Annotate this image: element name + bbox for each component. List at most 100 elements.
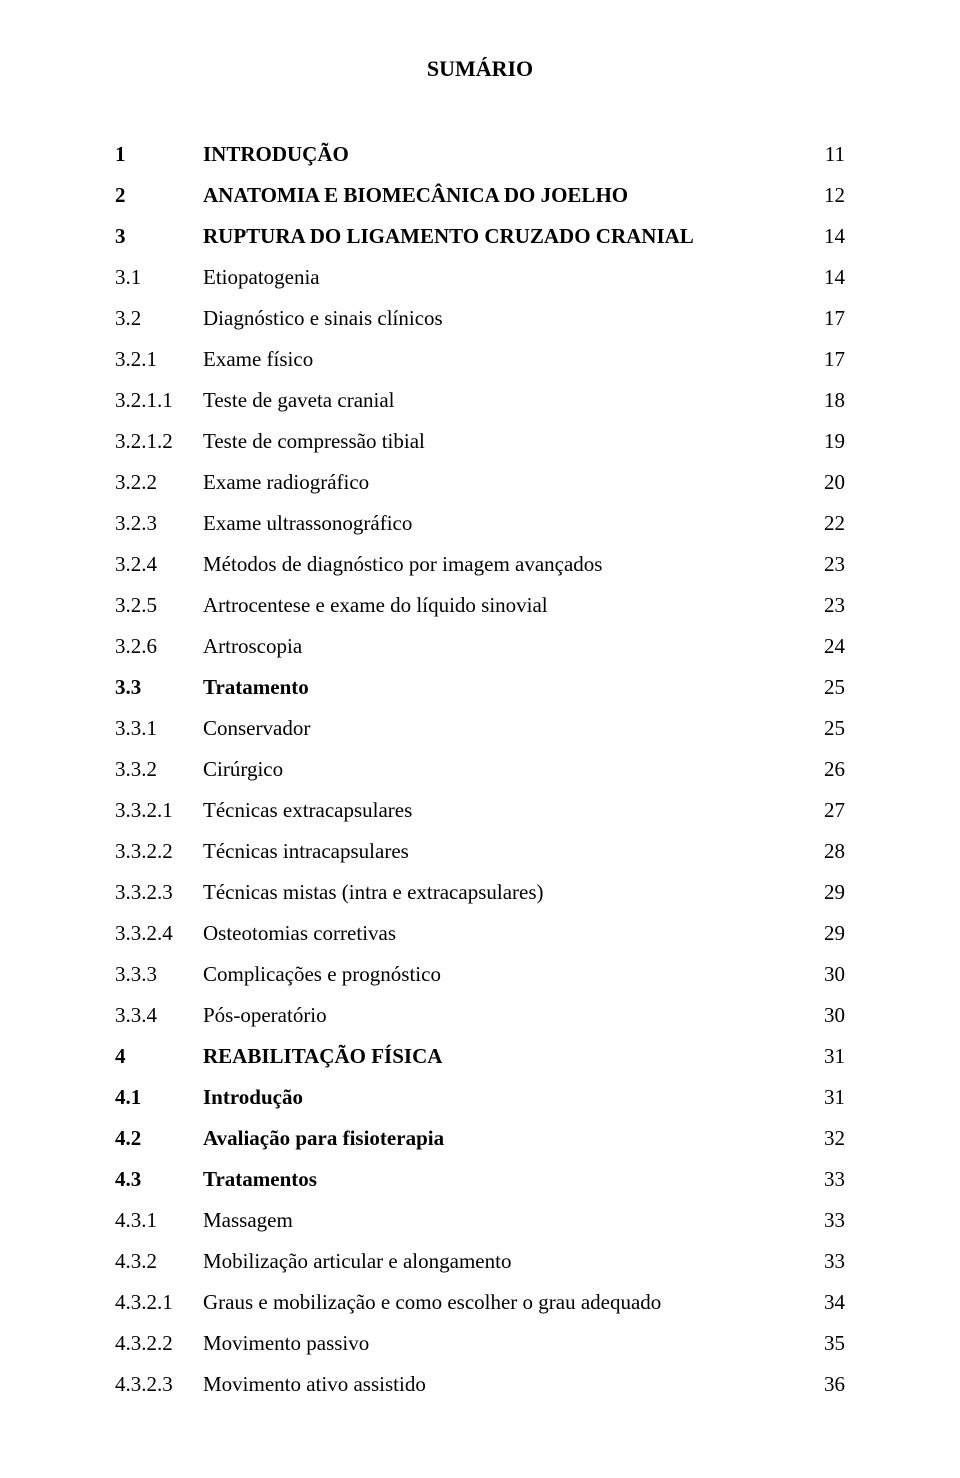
toc-label: Cirúrgico — [203, 759, 283, 780]
toc-page: 35 — [811, 1333, 845, 1354]
toc-row: 4.3.2.3Movimento ativo assistido 36 — [115, 1374, 845, 1395]
toc-label: Artroscopia — [203, 636, 302, 657]
toc-row: 3.3.2.2Técnicas intracapsulares28 — [115, 841, 845, 862]
table-of-contents: 1INTRODUÇÃO112ANATOMIA E BIOMECÂNICA DO … — [115, 144, 845, 1395]
toc-number: 4.3.2.3 — [115, 1374, 203, 1395]
toc-page: 36 — [811, 1374, 845, 1395]
toc-row: 3.3.4Pós-operatório30 — [115, 1005, 845, 1026]
toc-label: Artrocentese e exame do líquido sinovial — [203, 595, 548, 616]
toc-row: 4.3Tratamentos33 — [115, 1169, 845, 1190]
toc-number: 4.3 — [115, 1169, 203, 1190]
toc-label: Movimento ativo assistido — [203, 1374, 426, 1395]
toc-row: 4REABILITAÇÃO FÍSICA 31 — [115, 1046, 845, 1067]
toc-page: 22 — [811, 513, 845, 534]
toc-row: 3.2Diagnóstico e sinais clínicos 17 — [115, 308, 845, 329]
toc-number: 3.2.2 — [115, 472, 203, 493]
toc-number: 4.3.1 — [115, 1210, 203, 1231]
toc-page: 20 — [811, 472, 845, 493]
toc-number: 3.3.2.3 — [115, 882, 203, 903]
toc-page: 29 — [811, 923, 845, 944]
toc-number: 3.3.3 — [115, 964, 203, 985]
toc-page: 11 — [811, 144, 845, 165]
toc-number: 3.2 — [115, 308, 203, 329]
toc-row: 3.2.5Artrocentese e exame do líquido sin… — [115, 595, 845, 616]
toc-row: 3.3.2Cirúrgico26 — [115, 759, 845, 780]
toc-page: 17 — [811, 308, 845, 329]
toc-number: 3.2.5 — [115, 595, 203, 616]
toc-page: 18 — [811, 390, 845, 411]
toc-row: 3.3.3Complicações e prognóstico 30 — [115, 964, 845, 985]
toc-number: 3.3.2.2 — [115, 841, 203, 862]
toc-number: 3.1 — [115, 267, 203, 288]
toc-page: 30 — [811, 964, 845, 985]
toc-number: 3.3.2 — [115, 759, 203, 780]
toc-row: 4.3.2.1Graus e mobilização e como escolh… — [115, 1292, 845, 1313]
toc-number: 3.2.1 — [115, 349, 203, 370]
toc-label: Movimento passivo — [203, 1333, 369, 1354]
toc-number: 3.2.1.2 — [115, 431, 203, 452]
toc-label: Técnicas mistas (intra e extracapsulares… — [203, 882, 544, 903]
page-title: SUMÁRIO — [115, 56, 845, 82]
toc-label: Tratamento — [203, 677, 309, 698]
toc-label: Técnicas extracapsulares — [203, 800, 412, 821]
toc-number: 1 — [115, 144, 203, 165]
toc-label: RUPTURA DO LIGAMENTO CRUZADO CRANIAL — [203, 226, 694, 247]
toc-label: Avaliação para fisioterapia — [203, 1128, 444, 1149]
toc-label: Massagem — [203, 1210, 293, 1231]
toc-number: 4.3.2.1 — [115, 1292, 203, 1313]
toc-page: 31 — [811, 1087, 845, 1108]
toc-label: Mobilização articular e alongamento — [203, 1251, 511, 1272]
toc-row: 3.3.2.3Técnicas mistas (intra e extracap… — [115, 882, 845, 903]
toc-label: Métodos de diagnóstico por imagem avança… — [203, 554, 602, 575]
toc-page: 33 — [811, 1210, 845, 1231]
toc-page: 19 — [811, 431, 845, 452]
toc-label: Diagnóstico e sinais clínicos — [203, 308, 443, 329]
toc-label: Graus e mobilização e como escolher o gr… — [203, 1292, 661, 1313]
toc-page: 34 — [811, 1292, 845, 1313]
toc-number: 3.2.4 — [115, 554, 203, 575]
toc-number: 3.3.1 — [115, 718, 203, 739]
toc-number: 3.3.2.1 — [115, 800, 203, 821]
toc-row: 4.2Avaliação para fisioterapia32 — [115, 1128, 845, 1149]
toc-page: 14 — [811, 226, 845, 247]
toc-number: 4.2 — [115, 1128, 203, 1149]
toc-label: Conservador — [203, 718, 310, 739]
toc-number: 3.3 — [115, 677, 203, 698]
toc-label: Pós-operatório — [203, 1005, 327, 1026]
toc-label: Técnicas intracapsulares — [203, 841, 409, 862]
toc-label: Etiopatogenia — [203, 267, 320, 288]
toc-row: 4.3.2.2Movimento passivo 35 — [115, 1333, 845, 1354]
toc-number: 4.3.2.2 — [115, 1333, 203, 1354]
toc-label: Exame ultrassonográfico — [203, 513, 412, 534]
toc-row: 3RUPTURA DO LIGAMENTO CRUZADO CRANIAL14 — [115, 226, 845, 247]
toc-row: 3.2.2Exame radiográfico20 — [115, 472, 845, 493]
toc-number: 3.2.1.1 — [115, 390, 203, 411]
toc-number: 4.3.2 — [115, 1251, 203, 1272]
toc-page: 27 — [811, 800, 845, 821]
toc-label: Introdução — [203, 1087, 303, 1108]
toc-label: Complicações e prognóstico — [203, 964, 441, 985]
toc-number: 4 — [115, 1046, 203, 1067]
toc-number: 2 — [115, 185, 203, 206]
toc-row: 3.3Tratamento25 — [115, 677, 845, 698]
toc-row: 3.3.2.1Técnicas extracapsulares 27 — [115, 800, 845, 821]
toc-page: 29 — [811, 882, 845, 903]
toc-label: Tratamentos — [203, 1169, 317, 1190]
toc-page: 23 — [811, 595, 845, 616]
toc-number: 3.2.6 — [115, 636, 203, 657]
toc-page: 17 — [811, 349, 845, 370]
toc-row: 1INTRODUÇÃO 11 — [115, 144, 845, 165]
toc-label: REABILITAÇÃO FÍSICA — [203, 1046, 442, 1067]
toc-row: 3.2.1Exame físico 17 — [115, 349, 845, 370]
toc-number: 3.2.3 — [115, 513, 203, 534]
toc-label: Teste de compressão tibial — [203, 431, 425, 452]
toc-page: 33 — [811, 1251, 845, 1272]
toc-row: 3.2.6Artroscopia 24 — [115, 636, 845, 657]
toc-row: 3.1Etiopatogenia14 — [115, 267, 845, 288]
toc-page: 31 — [811, 1046, 845, 1067]
toc-label: INTRODUÇÃO — [203, 144, 349, 165]
toc-row: 3.2.1.2Teste de compressão tibial 19 — [115, 431, 845, 452]
toc-page: 24 — [811, 636, 845, 657]
toc-page: 12 — [811, 185, 845, 206]
toc-label: Exame físico — [203, 349, 313, 370]
